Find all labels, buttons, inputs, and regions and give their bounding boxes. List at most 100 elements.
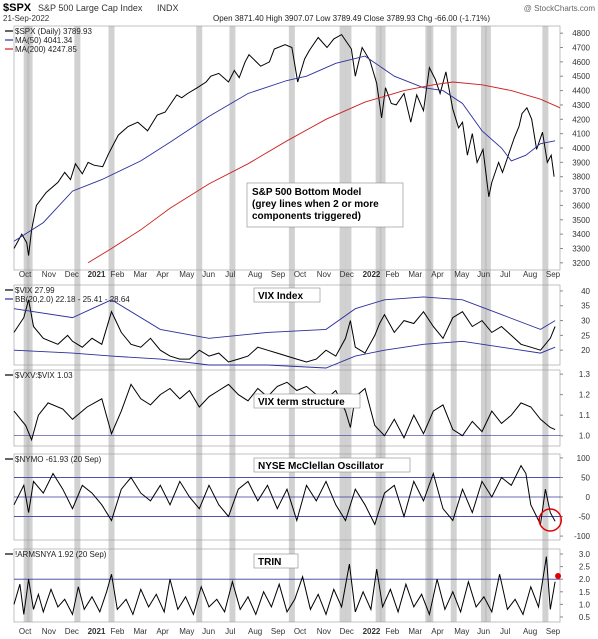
chart-title-line1: S&P 500 Bottom Model bbox=[252, 187, 361, 198]
ytick-label-0-14: 4600 bbox=[572, 58, 590, 67]
panels-layer: 3200 3300 3400 3500 3600 3700 3800 3900 4000 4100… bbox=[5, 25, 591, 636]
ytick-label-4-0: 0.5 bbox=[579, 613, 591, 622]
chart-title-line2: (grey lines when 2 or more bbox=[252, 199, 379, 210]
grey-vline-9 bbox=[375, 26, 382, 622]
time-label-0-6: Apr bbox=[156, 270, 169, 279]
series-0-2 bbox=[87, 81, 561, 264]
time-label-0-0: Oct bbox=[19, 270, 32, 279]
time-label-1-15: 2022 bbox=[363, 627, 381, 636]
ytick-label-0-4: 3600 bbox=[572, 201, 590, 210]
time-label-0-7: May bbox=[179, 270, 194, 279]
time-label-0-12: Oct bbox=[294, 270, 307, 279]
ytick-label-0-0: 3200 bbox=[572, 259, 590, 268]
ytick-label-0-11: 4300 bbox=[572, 101, 590, 110]
ytick-label-1-1: 25 bbox=[581, 331, 590, 340]
time-label-1-7: May bbox=[179, 627, 194, 636]
ytick-label-0-12: 4400 bbox=[572, 87, 590, 96]
trin-dot-mark bbox=[555, 573, 562, 579]
ytick-label-1-4: 40 bbox=[581, 287, 590, 296]
ytick-label-3-4: 100 bbox=[577, 454, 591, 463]
title-box-3 bbox=[253, 457, 411, 473]
ytick-label-0-1: 3300 bbox=[572, 244, 590, 253]
title-box-1 bbox=[253, 287, 321, 303]
time-label-1-17: Mar bbox=[408, 627, 422, 636]
time-label-0-23: Sep bbox=[546, 270, 561, 279]
time-label-0-2: Dec bbox=[65, 270, 79, 279]
ytick-label-4-1: 1.0 bbox=[579, 600, 591, 609]
ytick-label-1-0: 20 bbox=[581, 346, 590, 355]
grey-vline-4 bbox=[196, 26, 203, 622]
grey-vline-16 bbox=[542, 26, 549, 622]
panel-title-4: TRIN bbox=[258, 557, 281, 568]
ohlc: Open 3871.40 High 3907.07 Low 3789.49 Cl… bbox=[213, 14, 490, 23]
time-label-1-3: 2021 bbox=[88, 627, 106, 636]
ytick-label-2-2: 1.2 bbox=[579, 391, 591, 400]
title-box-2 bbox=[253, 393, 361, 409]
grey-vline-8 bbox=[345, 26, 352, 622]
panel-frame-0 bbox=[13, 25, 561, 271]
ytick-label-3-2: 0 bbox=[586, 493, 591, 502]
time-label-1-19: May bbox=[454, 627, 469, 636]
time-label-1-16: Feb bbox=[385, 627, 399, 636]
time-label-0-11: Sep bbox=[271, 270, 286, 279]
grey-vline-14 bbox=[480, 26, 487, 622]
time-label-0-19: May bbox=[454, 270, 469, 279]
legend-0-0: $SPX (Daily) 3789.93 bbox=[15, 27, 92, 36]
ytick-label-0-2: 3400 bbox=[572, 230, 590, 239]
grey-vline-13 bbox=[450, 26, 457, 622]
time-label-1-23: Sep bbox=[546, 627, 561, 636]
grey-vline-10 bbox=[379, 26, 386, 622]
panel-title-3: NYSE McClellan Oscillator bbox=[258, 461, 384, 472]
grey-vline-15 bbox=[484, 26, 491, 622]
title-box-4 bbox=[253, 553, 299, 569]
grey-vline-5 bbox=[229, 26, 236, 622]
legend-3-0: $NYMO -61.93 (20 Sep) bbox=[15, 455, 102, 464]
time-label-0-15: 2022 bbox=[363, 270, 381, 279]
panel-title-1: VIX Index bbox=[258, 291, 303, 302]
ytick-label-2-0: 1.0 bbox=[579, 432, 591, 441]
series-4-0 bbox=[13, 556, 556, 617]
grey-vline-7 bbox=[339, 26, 346, 622]
series-1-2 bbox=[13, 340, 556, 369]
time-label-0-8: Jun bbox=[202, 270, 215, 279]
ytick-label-0-3: 3500 bbox=[572, 216, 590, 225]
grey-vline-2 bbox=[74, 26, 81, 622]
ytick-label-0-10: 4200 bbox=[572, 115, 590, 124]
time-label-1-12: Oct bbox=[294, 627, 307, 636]
legend-2-0: $VXV:$VIX 1.03 bbox=[15, 371, 73, 380]
panel-frame-1 bbox=[13, 284, 561, 366]
ytick-label-4-4: 2.5 bbox=[579, 563, 591, 572]
ytick-label-0-7: 3900 bbox=[572, 158, 590, 167]
panel-title-2: VIX term structure bbox=[258, 397, 345, 408]
legend-0-2: MA(200) 4247.85 bbox=[15, 45, 77, 54]
time-label-1-9: Jul bbox=[225, 627, 235, 636]
symbol: $SPX bbox=[3, 2, 32, 14]
series-1-0 bbox=[13, 299, 556, 363]
time-label-0-21: Jul bbox=[500, 270, 510, 279]
time-label-1-13: Nov bbox=[317, 627, 331, 636]
ytick-label-1-3: 35 bbox=[581, 302, 590, 311]
time-label-0-17: Mar bbox=[408, 270, 422, 279]
time-label-1-14: Dec bbox=[340, 627, 354, 636]
time-label-1-11: Sep bbox=[271, 627, 286, 636]
ytick-label-3-0: -100 bbox=[574, 532, 591, 541]
panel-frame-2 bbox=[13, 369, 561, 447]
ytick-label-4-2: 1.5 bbox=[579, 588, 591, 597]
time-label-1-5: Mar bbox=[133, 627, 147, 636]
time-label-0-22: Aug bbox=[523, 270, 537, 279]
legend-4-0: !ARMSNYA 1.92 (20 Sep) bbox=[15, 550, 107, 559]
series-1-1 bbox=[13, 296, 556, 339]
index-name: S&P 500 Large Cap Index bbox=[38, 3, 143, 13]
time-label-0-1: Nov bbox=[42, 270, 56, 279]
legend-0-1: MA(50) 4041.34 bbox=[15, 36, 73, 45]
grey-vline-3 bbox=[108, 26, 115, 622]
time-label-1-22: Aug bbox=[523, 627, 537, 636]
ytick-label-3-1: -50 bbox=[578, 513, 590, 522]
chart-title-line3: components triggered) bbox=[252, 211, 361, 222]
ytick-label-4-3: 2.0 bbox=[579, 575, 591, 584]
ytick-label-0-16: 4800 bbox=[572, 29, 590, 38]
ytick-label-0-15: 4700 bbox=[572, 44, 590, 53]
exchange: INDX bbox=[157, 3, 179, 13]
mcclellan-circle-mark bbox=[538, 508, 562, 532]
